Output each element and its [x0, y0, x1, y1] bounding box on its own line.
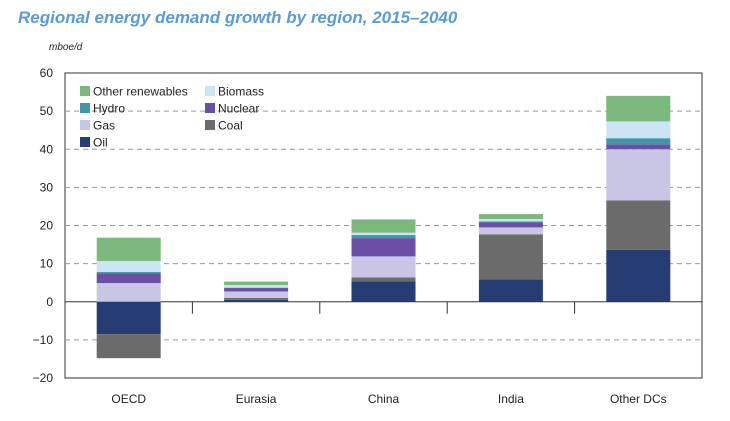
bar-segment-coal	[478, 234, 543, 280]
bar-segment-gas	[224, 291, 289, 298]
bar-segment-biomass	[224, 284, 289, 288]
x-tick-label: China	[368, 392, 400, 406]
bar-segment-biomass	[351, 232, 416, 236]
x-tick-label: OECD	[111, 392, 146, 406]
bar-segment-other-renewables	[606, 95, 671, 122]
y-tick-label: −10	[33, 333, 54, 347]
bar-segment-nuclear	[351, 238, 416, 257]
bar-segment-nuclear	[606, 144, 671, 150]
legend-label: Other renewables	[93, 85, 188, 99]
bar-segment-coal	[224, 297, 289, 300]
bar-segment-hydro	[224, 287, 289, 289]
bar-segment-nuclear	[478, 222, 543, 228]
y-tick-label: −20	[33, 371, 54, 385]
bar-segment-nuclear	[224, 288, 289, 292]
x-tick-label: India	[498, 392, 524, 406]
legend-swatch	[80, 120, 90, 130]
x-tick-label: Eurasia	[236, 392, 277, 406]
bar-segment-hydro	[606, 138, 671, 145]
legend-label: Coal	[218, 119, 243, 133]
y-axis-unit-label: mboe/d	[49, 42, 83, 53]
bar-segment-biomass	[96, 260, 161, 273]
bar-segment-coal	[606, 200, 671, 250]
bar-segment-other-renewables	[351, 219, 416, 233]
bar-segment-nuclear	[96, 273, 161, 284]
legend-swatch	[80, 103, 90, 113]
bar-segment-gas	[96, 283, 161, 302]
bar-segment-oil	[351, 281, 416, 302]
y-tick-label: 40	[40, 142, 54, 156]
legend-label: Hydro	[93, 102, 125, 116]
legend-swatch	[205, 120, 215, 130]
bar-segment-gas	[606, 149, 671, 201]
legend-swatch	[80, 137, 90, 147]
bar-segment-biomass	[478, 219, 543, 222]
legend-swatch	[205, 103, 215, 113]
bar-segment-gas	[351, 256, 416, 278]
y-tick-label: 60	[40, 66, 54, 80]
y-tick-label: 0	[46, 295, 53, 309]
y-tick-label: 50	[40, 104, 54, 118]
y-tick-label: 30	[40, 180, 54, 194]
bar-segment-hydro	[478, 221, 543, 223]
bar-segment-oil	[606, 249, 671, 302]
legend-swatch	[205, 86, 215, 96]
legend-label: Nuclear	[218, 102, 259, 116]
y-tick-label: 20	[40, 219, 54, 233]
bar-segment-other-renewables	[96, 237, 161, 261]
bar-segment-gas	[478, 227, 543, 235]
legend-label: Oil	[93, 136, 108, 150]
bar-segment-oil	[96, 301, 161, 335]
bar-segment-biomass	[606, 121, 671, 139]
legend-swatch	[80, 86, 90, 96]
bar-segment-hydro	[351, 235, 416, 239]
bar-segment-oil	[224, 299, 289, 302]
y-tick-label: 10	[40, 257, 54, 271]
x-tick-label: Other DCs	[610, 392, 667, 406]
bar-segment-coal	[351, 277, 416, 282]
bar-segment-coal	[96, 334, 161, 359]
bar-segment-other-renewables	[478, 214, 543, 220]
bar-segment-oil	[478, 279, 543, 302]
chart-title: Regional energy demand growth by region,…	[18, 8, 458, 27]
bar-segment-hydro	[96, 272, 161, 274]
legend-label: Gas	[93, 119, 115, 133]
legend-label: Biomass	[218, 85, 264, 99]
bar-segment-other-renewables	[224, 281, 289, 285]
